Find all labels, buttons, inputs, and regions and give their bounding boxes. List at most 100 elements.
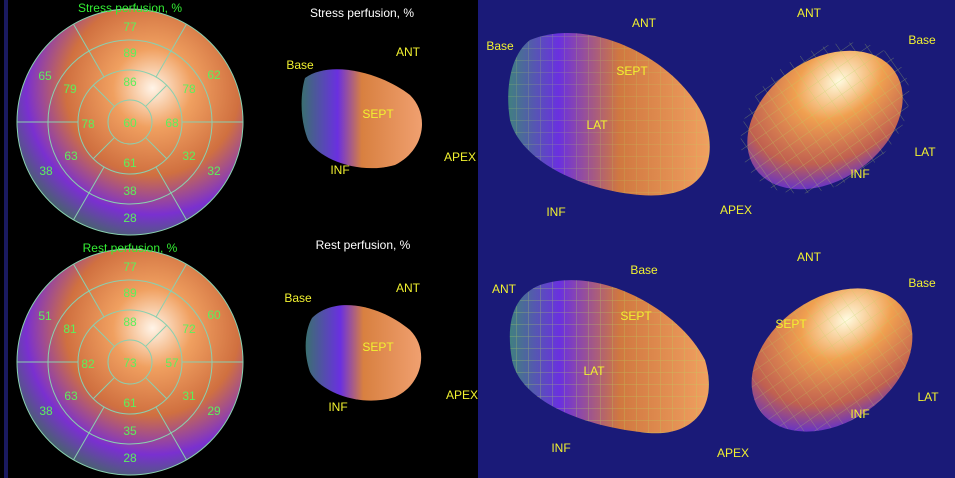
heart-surface	[305, 305, 422, 401]
ring-line	[107, 99, 153, 145]
segment-line	[145, 84, 168, 107]
segment-value: 63	[64, 389, 78, 403]
segment-line	[92, 324, 115, 347]
segment-value: 62	[207, 68, 221, 82]
edge-strip	[4, 0, 8, 478]
orientation-label: SEPT	[616, 64, 648, 78]
view-title: Rest perfusion, %	[316, 238, 411, 252]
polar-map: Stress perfusion, % 77 62 32 28 38 65 89 78 32 38 6…	[16, 1, 244, 236]
large-heart-4	[751, 288, 913, 432]
segment-line	[73, 166, 105, 221]
orientation-label: Base	[630, 263, 658, 277]
segment-value: 77	[123, 20, 137, 34]
segment-value: 38	[39, 404, 53, 418]
segment-value: 32	[182, 149, 196, 163]
small-heart-stress	[301, 69, 422, 169]
orientation-label: SEPT	[362, 107, 394, 121]
segment-value: 88	[123, 315, 137, 329]
segment-value: 51	[38, 309, 52, 323]
orientation-label: APEX	[717, 446, 749, 460]
segment-value: 61	[123, 156, 137, 170]
orientation-label: APEX	[720, 203, 752, 217]
polar-disc	[17, 9, 243, 235]
heart-surface	[301, 69, 422, 169]
segment-value: 38	[39, 164, 53, 178]
segment-value: 28	[123, 451, 137, 465]
heart-mesh	[508, 32, 710, 196]
segment-line	[73, 23, 105, 78]
segment-value: 79	[63, 82, 77, 96]
segment-value: 38	[123, 184, 137, 198]
segment-value: 77	[123, 260, 137, 274]
orientation-label: APEX	[444, 150, 476, 164]
orientation-label: SEPT	[620, 309, 652, 323]
orientation-label: INF	[330, 163, 349, 177]
orientation-label: APEX	[446, 388, 478, 402]
segment-line	[155, 406, 187, 461]
segment-line	[145, 137, 168, 160]
segment-line	[145, 324, 168, 347]
heart-mesh	[509, 280, 709, 434]
heart-mesh	[751, 288, 913, 432]
segment-line	[155, 263, 187, 318]
orientation-label: LAT	[914, 145, 936, 159]
segment-value: 78	[81, 117, 95, 131]
orientation-label: ANT	[797, 250, 822, 264]
orientation-label: SEPT	[362, 340, 394, 354]
orientation-label: INF	[850, 167, 869, 181]
segment-value: 31	[182, 389, 196, 403]
large-heart-2	[740, 42, 910, 194]
segment-value: 73	[123, 356, 137, 370]
segment-value: 78	[182, 82, 196, 96]
segment-value: 89	[123, 286, 137, 300]
segment-value: 29	[207, 404, 221, 418]
orientation-label: INF	[328, 400, 347, 414]
view-title: Stress perfusion, %	[310, 6, 414, 20]
orientation-label: ANT	[396, 281, 421, 295]
heart-mesh	[740, 42, 910, 194]
orientation-label: ANT	[632, 16, 657, 30]
segment-value: 68	[165, 116, 179, 130]
segment-value: 81	[63, 322, 77, 336]
segment-value: 35	[123, 424, 137, 438]
segment-value: 61	[123, 396, 137, 410]
ring-line	[107, 339, 153, 385]
segment-value: 60	[123, 116, 137, 130]
segment-value: 86	[123, 75, 137, 89]
orientation-label: SEPT	[775, 317, 807, 331]
large-heart-3	[509, 280, 709, 434]
large-heart-1	[508, 32, 710, 196]
orientation-label: ANT	[492, 282, 517, 296]
polar-title: Rest perfusion, %	[83, 241, 178, 255]
orientation-label: Base	[284, 291, 312, 305]
orientation-label: LAT	[583, 364, 605, 378]
orientation-label: LAT	[586, 118, 608, 132]
segment-line	[155, 166, 187, 221]
segment-value: 89	[123, 46, 137, 60]
orientation-label: Base	[286, 58, 314, 72]
segment-value: 82	[81, 357, 95, 371]
segment-line	[155, 23, 187, 78]
orientation-label: INF	[551, 441, 570, 455]
polar-disc	[17, 249, 243, 475]
segment-line	[92, 377, 115, 400]
segment-value: 57	[165, 356, 179, 370]
segment-value: 32	[207, 164, 221, 178]
orientation-label: INF	[850, 407, 869, 421]
orientation-label: Base	[486, 39, 514, 53]
orientation-label: ANT	[396, 45, 421, 59]
segment-value: 63	[64, 149, 78, 163]
orientation-label: INF	[546, 205, 565, 219]
orientation-label: ANT	[797, 6, 822, 20]
orientation-label: Base	[908, 276, 936, 290]
polar-title: Stress perfusion, %	[78, 1, 182, 15]
small-heart-rest	[305, 305, 422, 401]
orientation-label: LAT	[917, 390, 939, 404]
segment-value: 60	[207, 308, 221, 322]
segment-line	[92, 137, 115, 160]
orientation-label: Base	[908, 33, 936, 47]
segment-line	[145, 377, 168, 400]
segment-line	[73, 263, 105, 318]
segment-value: 28	[123, 211, 137, 225]
